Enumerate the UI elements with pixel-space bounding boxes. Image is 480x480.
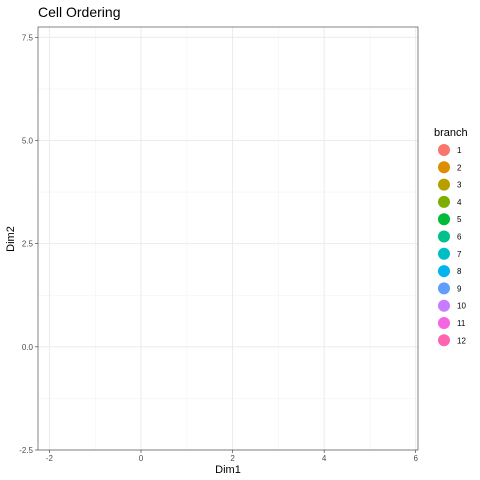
- legend-key-2: [438, 161, 450, 174]
- y-tick-label-1: 0.0: [22, 343, 34, 352]
- legend-key-8: [438, 265, 450, 278]
- grid: [38, 27, 418, 451]
- legend-key-5: [438, 213, 450, 226]
- legend-label-6: 6: [457, 233, 462, 242]
- y-axis-title: Dim2: [5, 226, 17, 252]
- x-tick-label-3: 4: [322, 454, 327, 463]
- legend-key-9: [438, 282, 450, 295]
- legend-key-6: [438, 230, 450, 243]
- x-axis-title: Dim1: [215, 464, 241, 476]
- x-axis-ticks: -2 0 2 4 6: [46, 450, 418, 463]
- panel-border: [37, 26, 419, 451]
- legend-key-11: [438, 317, 450, 329]
- legend-label-9: 9: [457, 284, 462, 293]
- legend-title: branch: [434, 127, 468, 139]
- y-tick-label-2: 2.5: [22, 240, 34, 249]
- chart-title: Cell Ordering: [38, 4, 120, 20]
- legend-key-7: [438, 247, 450, 260]
- legend-label-3: 3: [457, 181, 462, 190]
- legend-key-1: [438, 144, 450, 156]
- x-tick-label-1: 0: [139, 454, 144, 463]
- legend-label-5: 5: [457, 215, 462, 224]
- legend-label-10: 10: [457, 302, 466, 311]
- legend-key-10: [438, 299, 450, 312]
- legend-label-2: 2: [457, 163, 462, 172]
- y-axis-ticks: -2.5 0.0 2.5 5.0 7.5: [19, 33, 38, 455]
- legend-key-3: [438, 178, 450, 191]
- legend-label-4: 4: [457, 198, 462, 207]
- legend-label-7: 7: [457, 250, 462, 259]
- x-tick-label-2: 2: [230, 454, 235, 463]
- x-tick-label-4: 6: [413, 454, 418, 463]
- y-tick-label-0: -2.5: [19, 446, 33, 455]
- y-tick-label-4: 7.5: [22, 33, 34, 42]
- legend-label-12: 12: [457, 336, 466, 345]
- legend-key-4: [438, 195, 450, 208]
- x-tick-label-0: -2: [46, 454, 54, 463]
- y-tick-label-3: 5.0: [22, 136, 34, 145]
- legend-key-12: [438, 334, 450, 347]
- legend-label-11: 11: [457, 319, 466, 328]
- legend-label-8: 8: [457, 267, 462, 276]
- legend-label-1: 1: [457, 146, 462, 155]
